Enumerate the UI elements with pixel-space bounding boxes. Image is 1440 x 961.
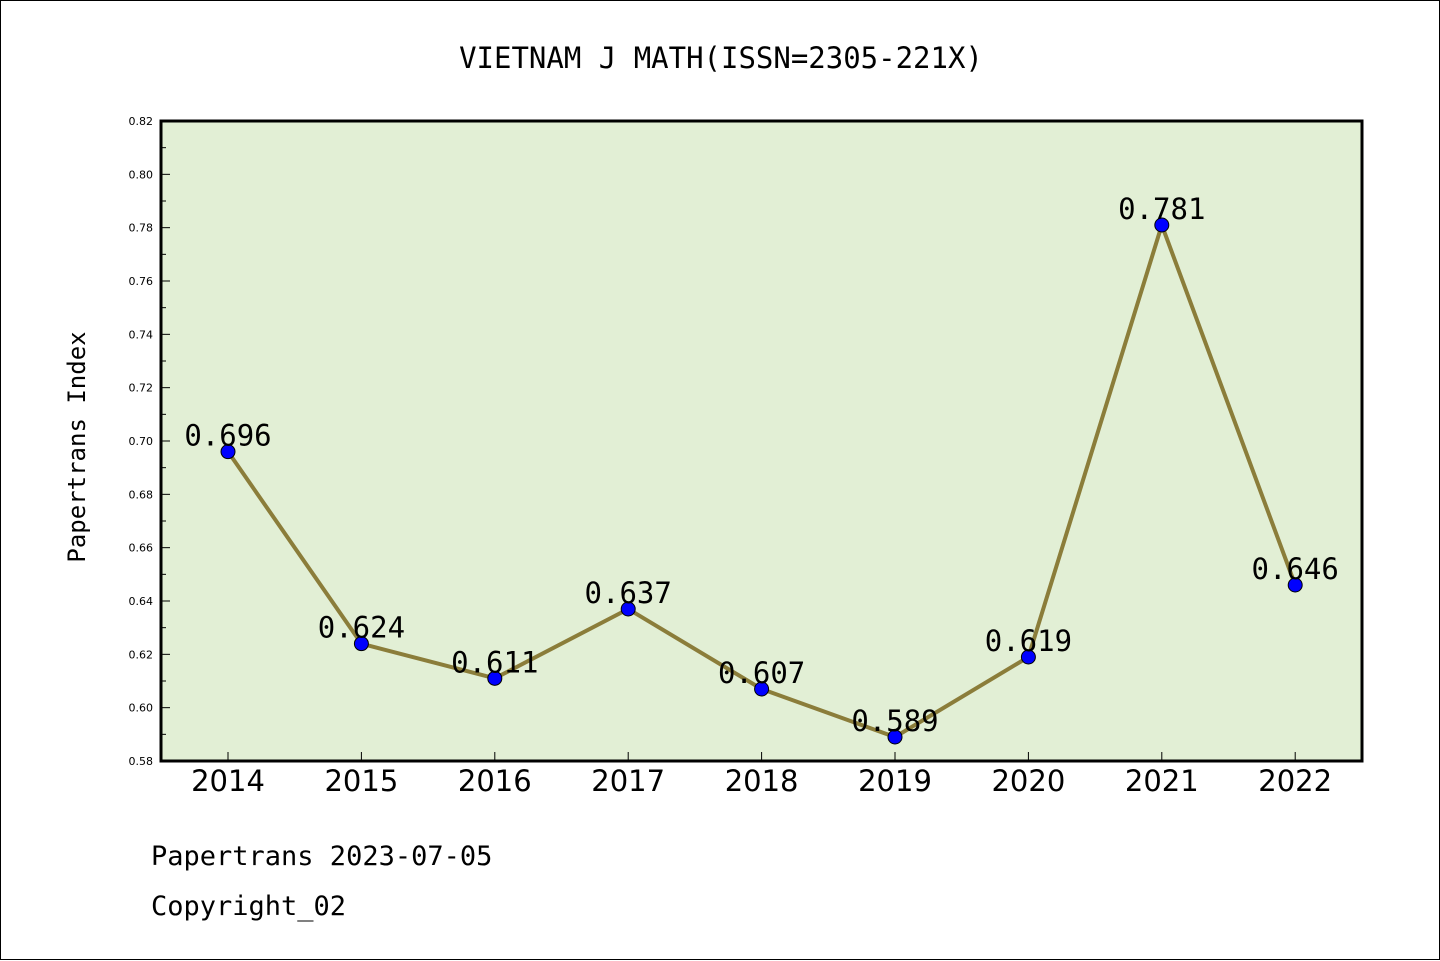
- x-tick-label: 2016: [458, 764, 532, 798]
- y-tick-label: 0.64: [129, 595, 154, 608]
- data-point-2020: [1020, 649, 1036, 665]
- y-tick-label: 0.66: [129, 542, 154, 555]
- y-tick-label: 0.68: [129, 488, 154, 501]
- data-labels: 0.696 0.624 0.611 0.637 0.607 0.589 0.619 0.781…: [184, 192, 1339, 738]
- data-point-2014: [220, 444, 236, 460]
- footer-copyright: Copyright_02: [151, 891, 346, 922]
- data-point-2022: [1287, 577, 1303, 593]
- y-tick-label: 0.80: [129, 168, 154, 181]
- y-tick-label: 0.72: [129, 382, 154, 395]
- data-label-2020: 0.619: [985, 624, 1072, 658]
- data-point-2017: [620, 601, 636, 617]
- data-label-2017: 0.637: [585, 576, 672, 610]
- y-tick-label: 0.60: [129, 702, 154, 715]
- x-tick-label: 2018: [725, 764, 799, 798]
- data-label-2016: 0.611: [451, 645, 538, 679]
- data-point-2021: [1154, 217, 1170, 233]
- x-tick-label: 2014: [191, 764, 265, 798]
- data-label-2014: 0.696: [184, 419, 271, 453]
- x-tick-label: 2020: [991, 764, 1065, 798]
- data-label-2019: 0.589: [851, 704, 938, 738]
- x-tick-label: 2022: [1258, 764, 1332, 798]
- footer-date: Papertrans 2023-07-05: [151, 841, 492, 872]
- y-tick-label: 0.70: [129, 435, 154, 448]
- data-label-2015: 0.624: [318, 611, 405, 645]
- y-tick-label: 0.58: [129, 755, 154, 768]
- y-tick-label: 0.76: [129, 275, 154, 288]
- x-tick-label: 2021: [1125, 764, 1199, 798]
- y-tick-label: 0.62: [129, 648, 154, 661]
- y-tick-label: 0.82: [129, 115, 154, 128]
- data-label-2022: 0.646: [1252, 552, 1339, 586]
- data-point-2019: [887, 729, 903, 745]
- y-axis-label: Papertrans Index: [63, 331, 91, 562]
- data-label-2018: 0.607: [718, 656, 805, 690]
- y-tick-label: 0.78: [129, 222, 154, 235]
- x-tick-label: 2015: [324, 764, 398, 798]
- y-tick-label: 0.74: [129, 328, 154, 341]
- x-tick-label: 2019: [858, 764, 932, 798]
- data-point-2018: [754, 681, 770, 697]
- data-point-2015: [353, 636, 369, 652]
- chart-title: VIETNAM J MATH(ISSN=2305-221X): [459, 41, 983, 75]
- series-papertrans-index: [220, 217, 1303, 745]
- y-axis: 0.58 0.60 0.62 0.64 0.66 0.68 0.70 0.72 0.74 0.76…: [129, 115, 170, 768]
- data-label-2021: 0.781: [1118, 192, 1205, 226]
- x-tick-label: 2017: [591, 764, 665, 798]
- data-point-2016: [487, 670, 503, 686]
- x-axis: 2014 2015 2016 2017 2018 2019 2020 2021 2022: [191, 752, 1332, 798]
